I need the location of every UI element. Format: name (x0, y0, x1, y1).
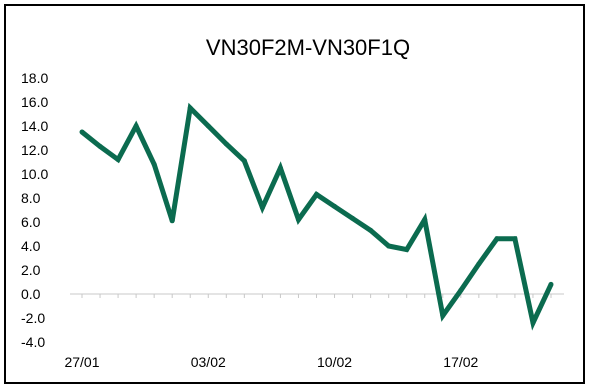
data-point (494, 236, 500, 242)
y-tick-label: 4.0 (21, 238, 41, 254)
data-point (314, 191, 319, 197)
data-point (332, 203, 338, 209)
data-point (440, 313, 446, 319)
y-tick-label: 18.0 (21, 70, 48, 86)
x-tick-label: 27/01 (64, 354, 99, 370)
data-point (241, 158, 247, 164)
data-point (97, 143, 103, 149)
y-tick-label: 8.0 (21, 190, 41, 206)
data-point (350, 215, 356, 221)
x-axis: 27/01 03/02 10/02 17/02 (64, 354, 478, 370)
data-point (512, 236, 518, 242)
data-point (404, 247, 410, 253)
chart-panel: VN30F2M-VN30F1Q 18.0 16.0 14.0 12.0 10.0 8.0 6… (4, 4, 585, 384)
chart-title: VN30F2M-VN30F1Q (206, 35, 410, 60)
series-line (80, 102, 554, 331)
data-point (205, 123, 211, 129)
y-tick-label: -2.0 (21, 310, 45, 326)
data-point (548, 281, 554, 287)
y-tick-label: 16.0 (21, 94, 48, 110)
x-tick-label: 03/02 (191, 354, 226, 370)
data-point (295, 217, 301, 223)
data-point (422, 217, 428, 223)
y-tick-label: 14.0 (21, 118, 48, 134)
data-point (458, 287, 464, 293)
data-point (169, 218, 175, 224)
data-point (386, 243, 392, 249)
y-tick-label: 10.0 (21, 166, 48, 182)
y-axis: 18.0 16.0 14.0 12.0 10.0 8.0 6.0 4.0 2.0 0.0 -2.0 -… (21, 70, 564, 350)
data-point (79, 129, 85, 135)
plot-area (79, 102, 554, 331)
data-point (368, 227, 374, 233)
data-point (115, 157, 121, 163)
y-tick-label: 6.0 (21, 214, 41, 230)
y-tick-label: 0.0 (21, 286, 41, 302)
data-point (259, 205, 265, 211)
x-tick-label: 10/02 (317, 354, 352, 370)
y-tick-label: 12.0 (21, 142, 48, 158)
y-tick-label: -4.0 (21, 334, 45, 350)
data-point (223, 141, 229, 147)
line-chart: VN30F2M-VN30F1Q 18.0 16.0 14.0 12.0 10.0 8.0 6… (21, 35, 564, 370)
data-point (133, 123, 139, 129)
x-tick-label: 17/02 (443, 354, 478, 370)
data-point (277, 165, 283, 171)
data-point (151, 161, 157, 167)
data-point (187, 105, 193, 111)
y-tick-label: 2.0 (21, 262, 41, 278)
data-point (530, 320, 536, 326)
data-point (476, 261, 482, 267)
